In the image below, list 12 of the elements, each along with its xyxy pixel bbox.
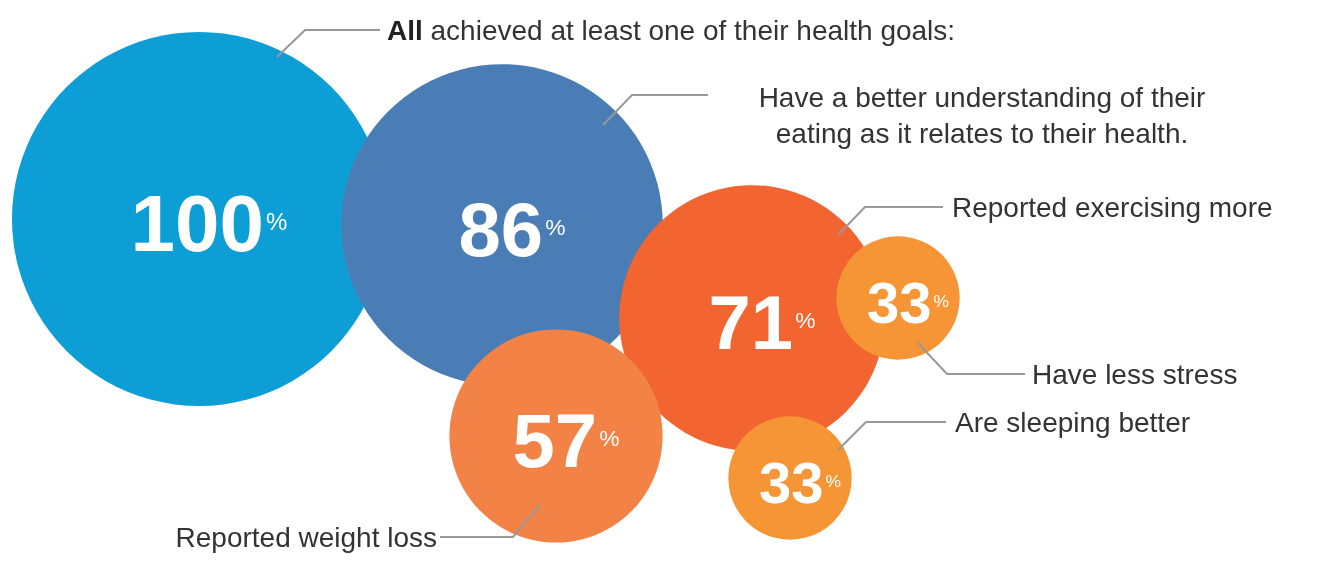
data-label: 86% bbox=[458, 186, 566, 272]
category-label: Reported weight loss bbox=[175, 521, 437, 553]
category-label: Have less stress bbox=[1032, 358, 1238, 390]
data-label: 100% bbox=[130, 178, 288, 268]
category-label: Are sleeping better bbox=[955, 406, 1191, 438]
data-label: 57% bbox=[512, 397, 620, 483]
text: All achieved at least one of their health goals: bbox=[387, 14, 956, 46]
data-label: 33% bbox=[867, 269, 949, 335]
data-label: 71% bbox=[708, 279, 816, 365]
data-label: 33% bbox=[759, 449, 841, 515]
category-label: Reported exercising more bbox=[952, 191, 1273, 223]
category-label: Have a better understanding of their eating as it relates to their health. bbox=[758, 81, 1206, 149]
